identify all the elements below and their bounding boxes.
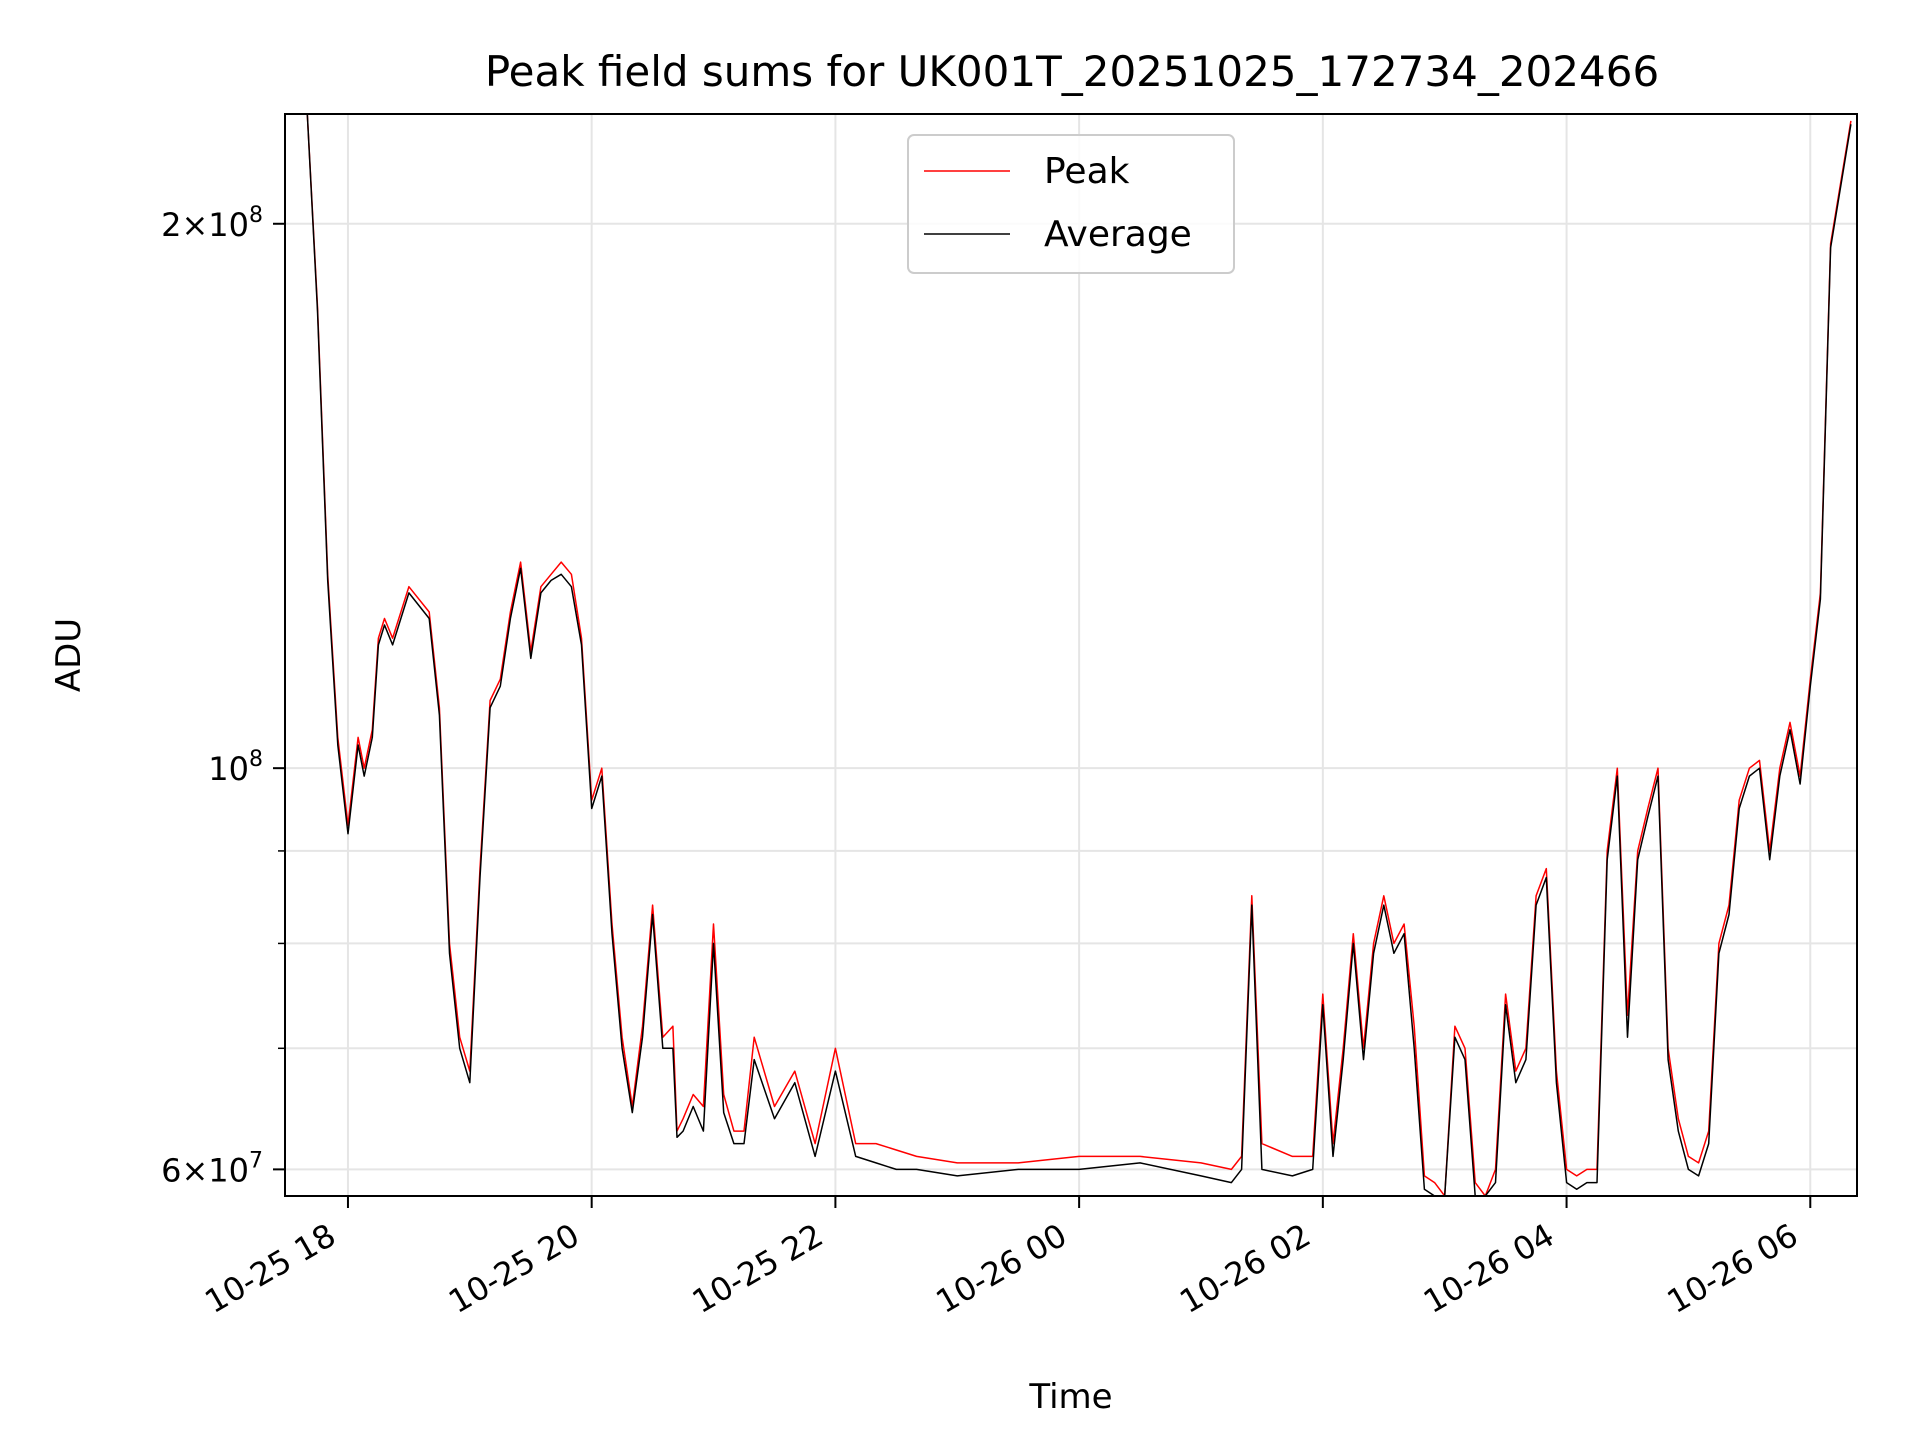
- y-tick-label: 6×107: [161, 1148, 263, 1189]
- legend-box: [907, 134, 1235, 274]
- series-line-average: [287, 114, 1852, 1196]
- y-tick-label: 2×108: [161, 203, 263, 244]
- series-layer: [287, 114, 1852, 1196]
- legend-label-average: Average: [1044, 214, 1192, 255]
- y-tick-label: 108: [208, 747, 263, 788]
- legend: Peak Average: [907, 134, 1235, 274]
- x-axis-title: Time: [1028, 1377, 1112, 1417]
- y-axis-title: ADU: [49, 618, 89, 692]
- series-line-peak: [287, 114, 1852, 1196]
- legend-label-peak: Peak: [1044, 151, 1130, 192]
- plot-frame: [284, 113, 1858, 1197]
- chart-title: Peak field sums for UK001T_20251025_1727…: [485, 47, 1659, 96]
- y-axis: 6×107 108 2×108: [161, 203, 285, 1189]
